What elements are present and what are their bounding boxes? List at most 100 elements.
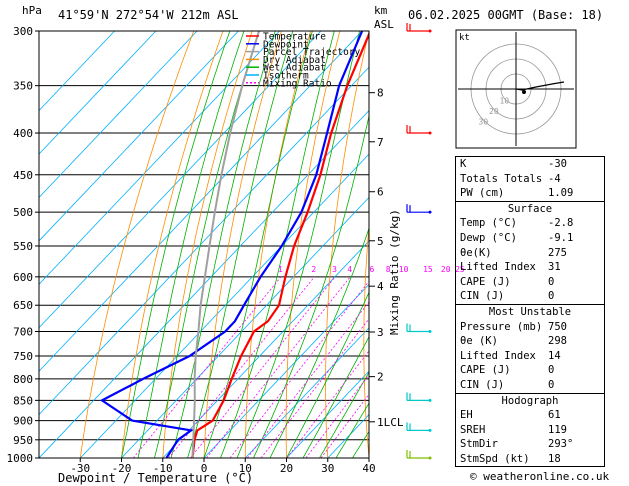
hodograph-unit: kt — [459, 33, 470, 43]
mixing-ratio-labels: 1 2 3 4 6 8 10 15 20 25 — [278, 265, 465, 274]
hodograph-stat-key: EH — [460, 409, 473, 422]
hodo-ring-label-10: 10 — [500, 97, 510, 106]
pressure-label-1000: 1000 — [7, 452, 34, 465]
isotherm-0 — [203, 283, 369, 458]
x-label-40: 40 — [362, 462, 375, 475]
surface-key: Temp (°C) — [460, 217, 517, 230]
dry-adiabat--30 — [79, 31, 195, 458]
surface-key: CAPE (J) — [460, 275, 511, 288]
dry-adiabat-40 — [363, 221, 369, 458]
series-temperature — [191, 31, 369, 458]
hodograph-stat-key: StmSpd (kt) — [460, 452, 530, 465]
wet-adiabat-12 — [253, 114, 369, 458]
isotherm--10 — [162, 240, 369, 458]
surface-key: Dewp (°C) — [460, 231, 517, 244]
wet-adiabat-20 — [286, 291, 369, 458]
index-key: Totals Totals — [460, 172, 543, 185]
km-label-7: 7 — [377, 136, 384, 149]
wind-barb-dot-2 — [428, 210, 432, 214]
wind-barb-dot-5 — [428, 428, 432, 432]
isotherm--120 — [39, 31, 115, 112]
hodo-storm-motion — [522, 90, 526, 94]
mixing-ratio-line-3 — [190, 276, 336, 458]
km-label-5: 5 — [377, 235, 384, 248]
mixing-ratio-label-15: 15 — [423, 265, 433, 274]
isotherm--90 — [39, 31, 239, 242]
mixing-ratio-label-2: 2 — [311, 265, 316, 274]
most-unstable-key: CAPE (J) — [460, 364, 511, 377]
surface-row: θe(K) 275 — [456, 246, 604, 261]
pressure-label-700: 700 — [13, 326, 33, 339]
hodo-trace — [515, 81, 565, 91]
dry-adiabat-30 — [325, 31, 369, 458]
mixing-ratio-line-4 — [206, 276, 351, 458]
most-unstable-value: 14 — [548, 349, 561, 362]
wet-adiabat--8 — [170, 31, 276, 458]
surface-value: -9.1 — [548, 231, 574, 244]
wet-adiabat--16 — [137, 31, 245, 458]
mixing-ratio-axis-title: Mixing Ratio (g/kg) — [388, 209, 401, 335]
dry-adiabat-60 — [437, 31, 457, 458]
pressure-unit-label: hPa — [22, 4, 42, 17]
dry-adiabat-0 — [203, 31, 282, 458]
series-parcel-trajectory — [191, 31, 260, 458]
height-axis: 8 7 6 5 4 3 2 1LCL — [369, 87, 404, 429]
wind-barb-dot-1 — [428, 131, 432, 135]
hodograph-stat-value: 18 — [548, 452, 561, 465]
pressure-label-750: 750 — [13, 350, 33, 363]
surface-value: 0 — [548, 275, 555, 288]
pressure-label-300: 300 — [13, 25, 33, 38]
most-unstable-row: CAPE (J) 0 — [456, 363, 604, 378]
isotherm-10 — [245, 327, 369, 458]
surface-row: Dewp (°C) -9.1 — [456, 231, 604, 246]
datetime-title: 06.02.2025 00GMT (Base: 18) — [408, 8, 603, 22]
surface-title: Surface — [507, 202, 553, 215]
most-unstable-row: Lifted Index 14 — [456, 349, 604, 364]
index-row: Totals Totals -4 — [456, 172, 604, 187]
mixing-ratio-line-8 — [247, 301, 369, 458]
mixing-ratio-label-25: 25 — [455, 265, 465, 274]
dry-adiabat-50 — [401, 31, 428, 458]
most-unstable-title: Most Unstable — [488, 305, 572, 318]
hodograph-stat-value: 61 — [548, 409, 561, 422]
surface-row: CAPE (J) 0 — [456, 275, 604, 290]
most-unstable-value: 298 — [548, 335, 567, 348]
surface-row: CIN (J) 0 — [456, 289, 604, 304]
hodograph-stat-value: 293° — [548, 438, 574, 451]
km-label-4: 4 — [377, 280, 384, 293]
x-axis-title: Dewpoint / Temperature (°C) — [58, 471, 253, 485]
legend-label-0: Temperature — [263, 32, 326, 43]
temperature-axis: -30 -20 -10 0 10 20 30 40 — [70, 458, 376, 475]
legend-label-3: Dry Adiabat — [263, 55, 326, 66]
surface-key: θe(K) — [460, 246, 492, 259]
surface-value: 275 — [548, 246, 567, 259]
wind-barb-dot-3 — [428, 330, 432, 334]
series-dewpoint — [99, 31, 364, 458]
mixing-ratio-line-10 — [260, 318, 369, 458]
hodograph-stat-value: 119 — [548, 423, 567, 436]
dry-adiabat-10 — [244, 31, 312, 458]
pressure-label-450: 450 — [13, 169, 33, 182]
isotherm--100 — [39, 31, 198, 199]
background-lines — [39, 31, 629, 458]
mixing-ratio-label-10: 10 — [399, 265, 409, 274]
pressure-label-900: 900 — [13, 415, 33, 428]
hodograph-stat-row: StmDir 293° — [456, 437, 604, 452]
wet-adiabat-24 — [302, 335, 369, 458]
wet-adiabat--20 — [121, 31, 231, 458]
indices-table: K -30 Totals Totals -4 PW (cm) 1.09 Surface T… — [455, 156, 605, 468]
dry-adiabat-110 — [602, 31, 629, 458]
index-key: PW (cm) — [460, 187, 505, 200]
wind-barb-dot-0 — [428, 29, 432, 33]
pressure-label-400: 400 — [13, 127, 33, 140]
most-unstable-key: CIN (J) — [460, 378, 505, 391]
wind-barb-dot-4 — [428, 398, 432, 402]
pressure-label-600: 600 — [13, 271, 33, 284]
surface-value: 0 — [548, 290, 555, 303]
most-unstable-value: 0 — [548, 378, 555, 391]
x-label--20: -20 — [112, 462, 132, 475]
mixing-ratio-label-4: 4 — [347, 265, 352, 274]
legend-label-5: Isotherm — [263, 71, 309, 82]
